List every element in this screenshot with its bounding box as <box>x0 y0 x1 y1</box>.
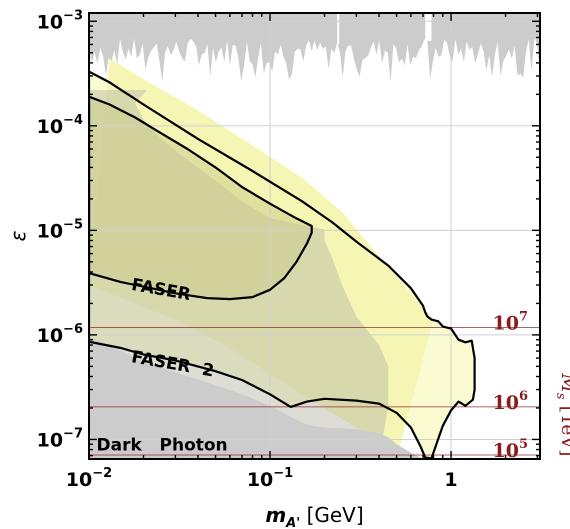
faser2-curve <box>89 70 476 459</box>
x-tick-label-exp: −1 <box>273 466 293 481</box>
region-label: Dark Photon <box>96 436 227 456</box>
faser-curve <box>89 95 313 301</box>
ms-tick-base: 10 <box>493 312 519 334</box>
y-tick-label: 10−6 <box>37 322 83 347</box>
ms-tick-exp: 7 <box>519 309 528 324</box>
x-axis-title-symbol: m <box>265 503 286 527</box>
y-axis-title: ε <box>6 230 30 241</box>
axes: 10−2 10−1 110−710−610−510−410−3mA' [GeV]ε <box>6 8 540 529</box>
x-tick-label: 10−2 <box>66 466 112 491</box>
ms-axis: 107106105Ms [TeV] <box>493 309 570 462</box>
y-tick-label-exp: −5 <box>63 217 83 232</box>
x-tick-label-base: 10 <box>247 469 273 491</box>
ms-tick-label: 107 <box>493 309 529 334</box>
plot-area <box>89 13 540 459</box>
x-tick-label: 10−1 <box>247 466 293 491</box>
x-axis-title-sub: A' <box>285 516 300 529</box>
ms-tick-exp: 6 <box>519 389 528 404</box>
ms-tick-exp: 5 <box>519 437 528 452</box>
y-tick-label: 10−4 <box>37 113 83 138</box>
x-tick-label-base: 10 <box>66 469 92 491</box>
plot-border <box>88 12 541 460</box>
y-tick-label-base: 10 <box>37 220 63 242</box>
y-tick-label-base: 10 <box>37 11 63 33</box>
upper-gap-2 <box>337 13 340 45</box>
x-tick-label-base: 1 <box>444 469 457 491</box>
x-axis-title-unit: [GeV] <box>300 503 363 527</box>
y-tick-label: 10−3 <box>37 8 83 33</box>
ms-tick-base: 10 <box>493 440 519 462</box>
upper-gap-1 <box>425 13 432 41</box>
ms-tick-label: 105 <box>493 437 529 462</box>
x-tick-label-exp: −2 <box>92 466 112 481</box>
plot-frame <box>88 12 541 460</box>
y-tick-label-exp: −3 <box>63 8 83 23</box>
x-tick-label: 1 <box>444 469 457 491</box>
y-tick-label-exp: −7 <box>63 426 83 441</box>
faser-region <box>89 96 312 300</box>
ms-axis-title-sub: s <box>553 393 568 400</box>
y-tick-label: 10−7 <box>37 426 83 451</box>
y-tick-label-exp: −6 <box>63 322 83 337</box>
ms-axis-title-symbol: M <box>557 372 570 393</box>
y-tick-label-base: 10 <box>37 325 63 347</box>
ms-tick-label: 106 <box>493 389 529 414</box>
dark-photon-excluded-region <box>89 337 429 459</box>
y-tick-label-base: 10 <box>37 429 63 451</box>
y-tick-label: 10−5 <box>37 217 83 242</box>
ms-axis-title: Ms [TeV] <box>553 372 570 456</box>
x-axis-title: mA' [GeV] <box>265 503 363 529</box>
y-tick-label-base: 10 <box>37 116 63 138</box>
y-tick-label-exp: −4 <box>63 113 83 128</box>
ms-axis-title-unit: [TeV] <box>557 400 570 457</box>
ms-tick-base: 10 <box>493 392 519 414</box>
